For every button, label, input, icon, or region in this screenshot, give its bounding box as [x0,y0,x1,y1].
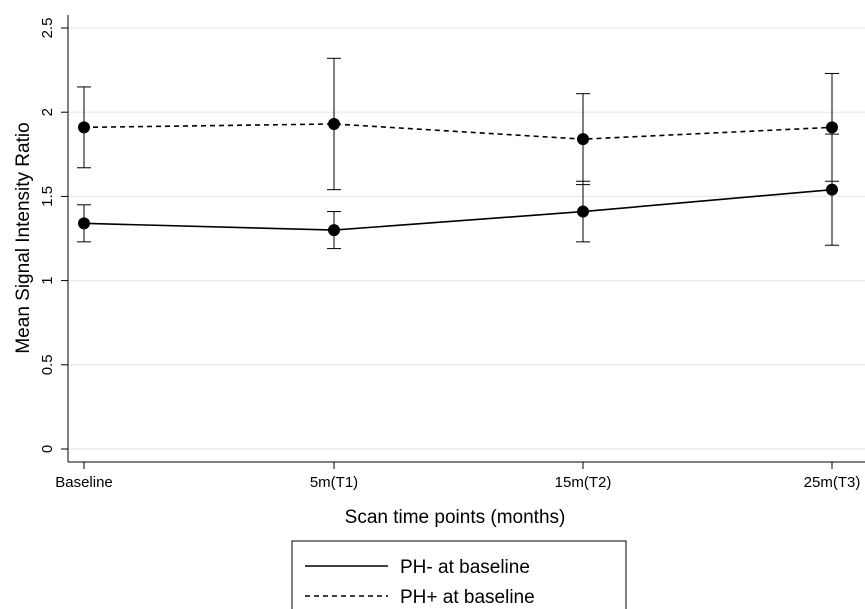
y-axis-ticks: 0 0.5 1 1.5 2 2.5 [39,18,68,453]
grid-lines [68,27,865,450]
x-tick-label: 25m(T3) [804,474,861,491]
y-tick-label: 1 [39,276,56,284]
x-tick-label: 15m(T2) [555,474,612,491]
data-point-ph-plus [826,121,838,134]
x-tick-label: Baseline [55,474,113,491]
legend-box [291,540,627,609]
data-point-ph-plus [577,133,589,146]
y-tick-label: 1.5 [39,186,56,207]
legend-label-ph-plus: PH+ at baseline [400,587,535,608]
legend: PH- at baseline PH+ at baseline [291,540,627,609]
data-points [78,117,838,237]
data-point-ph-plus [328,117,340,130]
data-point-ph-plus [78,121,90,134]
data-point-ph-minus [78,217,90,230]
data-point-ph-minus [577,205,589,218]
series-line-ph-plus [83,123,833,140]
data-point-ph-minus [328,224,340,237]
y-axis-label: Mean Signal Intensity Ratio [13,122,34,353]
y-tick-label: 2 [39,108,56,116]
y-tick-label: 2.5 [39,18,56,39]
x-axis-label: Scan time points (months) [345,507,566,528]
series-line-ph-minus [83,188,833,231]
axes [67,15,865,463]
x-tick-label: 5m(T1) [310,474,358,491]
y-tick-label: 0 [39,445,56,453]
legend-label-ph-minus: PH- at baseline [400,557,530,578]
series-lines [83,123,833,231]
y-tick-label: 0.5 [39,354,56,375]
x-axis-ticks: Baseline 5m(T1) 15m(T2) 25m(T3) [55,462,860,491]
data-point-ph-minus [826,183,838,196]
